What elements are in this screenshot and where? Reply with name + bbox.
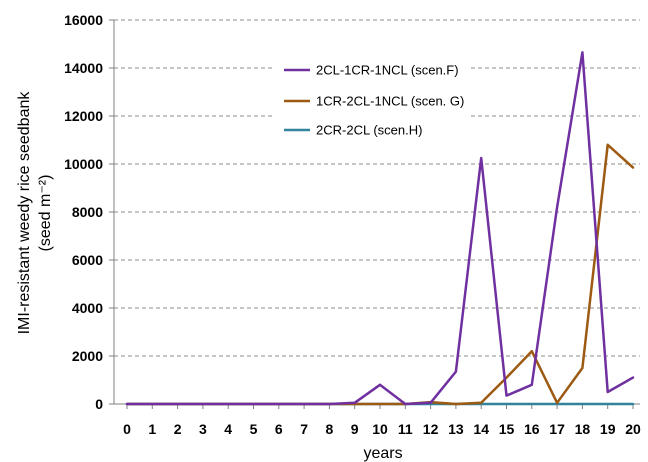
x-tick-label-8: 8	[326, 421, 334, 437]
x-tick-label-7: 7	[300, 421, 308, 437]
x-tick-label-1: 1	[148, 421, 156, 437]
y-tick-label-6: 12000	[64, 108, 103, 124]
x-tick-label-20: 20	[625, 421, 641, 437]
x-tick-label-0: 0	[123, 421, 131, 437]
x-tick-label-5: 5	[250, 421, 258, 437]
legend-label-series-0: 2CL-1CR-1NCL (scen.F)	[316, 63, 459, 78]
x-tick-label-12: 12	[423, 421, 439, 437]
series-line-1	[125, 143, 635, 406]
y-tick-label-8: 16000	[64, 12, 103, 28]
legend: 2CL-1CR-1NCL (scen.F) 1CR-2CL-1NCL (scen…	[275, 50, 470, 150]
y-tick-label-0: 0	[95, 396, 103, 412]
x-tick-label-4: 4	[224, 421, 232, 437]
y-tick-label-7: 14000	[64, 60, 103, 76]
x-tick-label-11: 11	[398, 421, 413, 437]
x-tick-label-6: 6	[275, 421, 283, 437]
y-axis-label-line1: IMI-resistant weedy rice seedbank	[16, 91, 33, 335]
y-tick-label-2: 4000	[72, 300, 103, 316]
x-tick-label-10: 10	[372, 421, 388, 437]
y-axis-label-line2: (seed m⁻²)	[37, 175, 54, 252]
series-layer	[125, 51, 635, 406]
x-tick-label-18: 18	[575, 421, 591, 437]
legend-label-series-2: 2CR-2CL (scen.H)	[316, 123, 422, 138]
x-axis-label: years	[363, 445, 402, 462]
x-tick-label-13: 13	[448, 421, 464, 437]
y-tick-label-4: 8000	[72, 204, 103, 220]
series-line-0	[125, 51, 635, 406]
x-tick-label-9: 9	[351, 421, 359, 437]
legend-label-series-1: 1CR-2CL-1NCL (scen. G)	[316, 94, 464, 109]
x-tick-label-3: 3	[199, 421, 207, 437]
x-tick-label-14: 14	[473, 421, 489, 437]
y-tick-label-1: 2000	[72, 348, 103, 364]
y-tick-label-3: 6000	[72, 252, 103, 268]
x-tick-label-17: 17	[549, 421, 565, 437]
x-tick-label-2: 2	[174, 421, 182, 437]
y-tick-label-5: 10000	[64, 156, 103, 172]
x-tick-label-19: 19	[600, 421, 616, 437]
x-tick-label-15: 15	[499, 421, 515, 437]
x-tick-label-16: 16	[524, 421, 540, 437]
